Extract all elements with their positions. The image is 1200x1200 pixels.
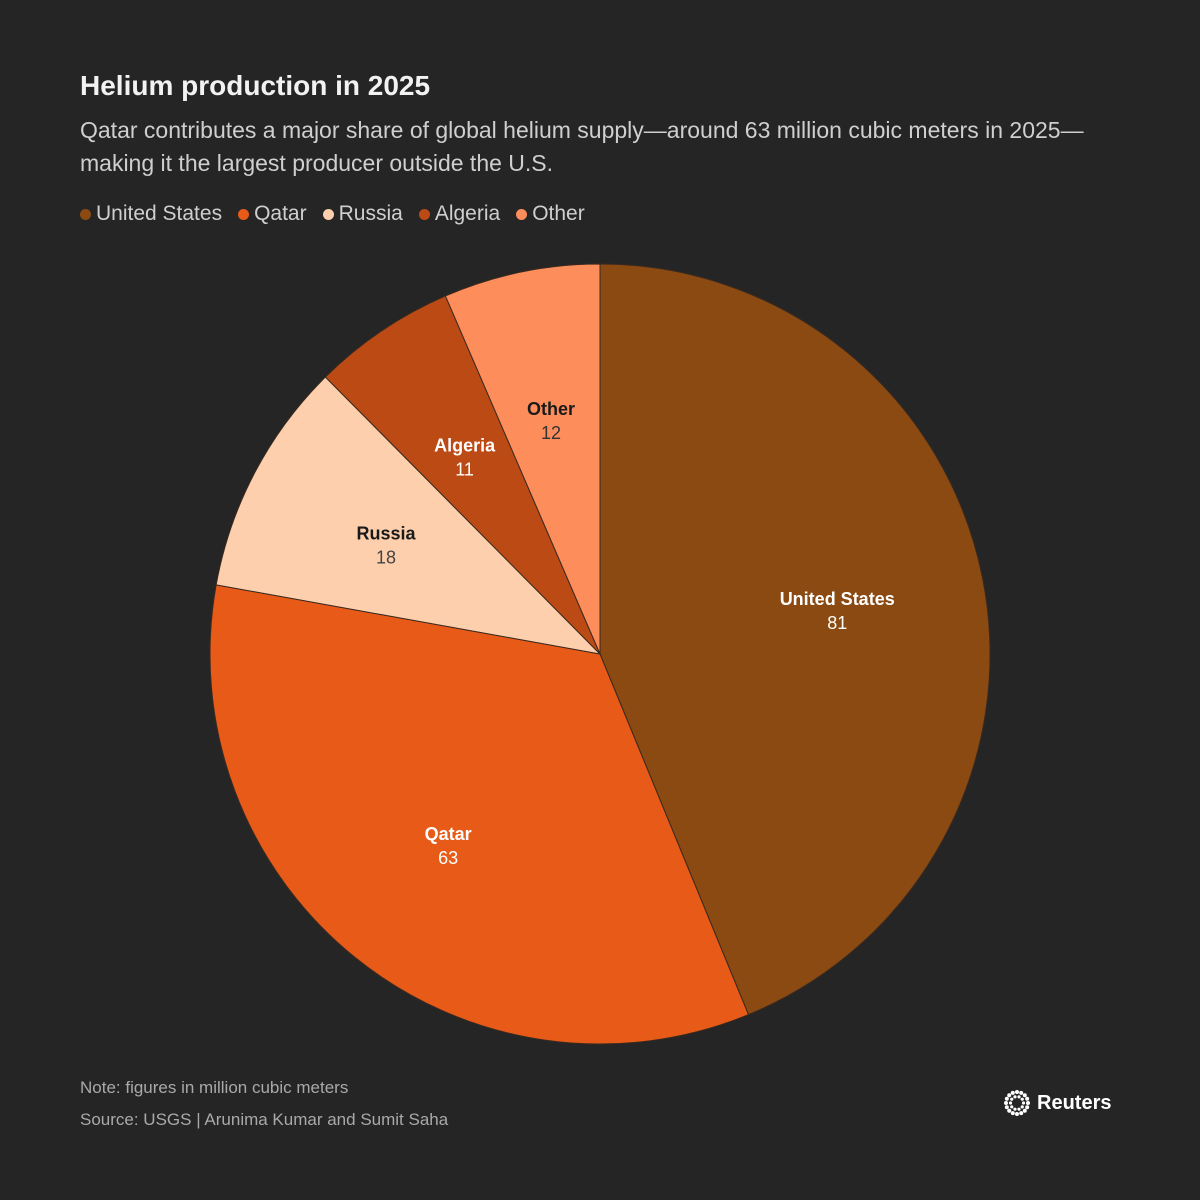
slice-label: Algeria (434, 436, 496, 456)
slice-value: 63 (438, 848, 458, 868)
legend-swatch (516, 208, 528, 220)
pie-slices (209, 263, 991, 1045)
legend-item-united-states: United States (80, 202, 222, 226)
slice-label: United States (780, 589, 895, 609)
logo-dot (1007, 1108, 1012, 1113)
legend: United States Qatar Russia Algeria Other (80, 202, 601, 226)
logo-dot (1008, 1101, 1013, 1105)
logo-dot (1026, 1101, 1030, 1105)
logo-dot (1015, 1112, 1019, 1116)
pie-slice-qatar (209, 584, 750, 1045)
legend-label: Russia (338, 202, 403, 225)
logo-dot (1007, 1093, 1012, 1098)
logo-dot (1017, 1107, 1021, 1111)
pie-slice-united-states (599, 263, 991, 1016)
legend-item-algeria: Algeria (418, 202, 501, 226)
slice-value: 11 (455, 460, 474, 480)
chart-subtitle: Qatar contributes a major share of globa… (80, 117, 1084, 176)
logo-dot (1004, 1101, 1008, 1105)
pie-slice-algeria (324, 295, 601, 655)
logo-dot (1022, 1093, 1027, 1098)
legend-swatch (238, 208, 250, 220)
legend-label: Other (532, 202, 585, 225)
logo-dot (1004, 1096, 1009, 1101)
legend-label: Algeria (434, 202, 501, 225)
logo-dot (1015, 1090, 1019, 1094)
brand-name: Reuters (1037, 1091, 1112, 1114)
logo-dot (1017, 1095, 1021, 1099)
logo-dot (1022, 1108, 1027, 1113)
logo-dot (1013, 1107, 1017, 1111)
logo-dot (1019, 1090, 1024, 1095)
slice-label: Russia (356, 523, 416, 543)
logo-dot (1010, 1090, 1015, 1095)
logo-dot (1013, 1095, 1017, 1099)
legend-label: United States (96, 202, 223, 225)
source-credit: Source: USGS | Arunima Kumar and Sumit S… (80, 1110, 449, 1129)
legend-item-russia: Russia (322, 202, 403, 226)
logo-dot (1004, 1105, 1009, 1110)
footnote: Note: figures in million cubic meters (80, 1078, 349, 1097)
logo-dot (1010, 1111, 1015, 1116)
legend-swatch (322, 208, 334, 220)
logo-dot (1010, 1097, 1014, 1101)
logo-dot (1020, 1105, 1024, 1109)
slice-value: 12 (541, 423, 561, 443)
slice-value: 18 (376, 547, 396, 567)
slice-value: 81 (827, 613, 847, 633)
chart-title: Helium production in 2025 (80, 70, 431, 101)
logo-dot (1020, 1097, 1024, 1101)
legend-swatch (80, 208, 91, 220)
logo-dot (1025, 1096, 1030, 1101)
slice-label: Other (527, 399, 575, 419)
reuters-logo-icon (1004, 1090, 1030, 1116)
logo-dot (1019, 1111, 1024, 1116)
legend-item-other: Other (516, 202, 585, 226)
logo-dot (1025, 1105, 1030, 1110)
legend-swatch (418, 208, 430, 220)
logo-dot (1021, 1101, 1026, 1105)
brand-logo: Reuters (1002, 1088, 1111, 1118)
legend-label: Qatar (254, 202, 307, 225)
pie-slice-other (444, 263, 601, 655)
logo-dot (1010, 1105, 1014, 1109)
legend-item-qatar: Qatar (238, 202, 307, 226)
pie-slice-russia (215, 376, 602, 655)
slice-label: Qatar (425, 824, 472, 844)
pie-labels: United States 81 Qatar 63 Russia 18 Algeria 11 O… (356, 399, 894, 868)
